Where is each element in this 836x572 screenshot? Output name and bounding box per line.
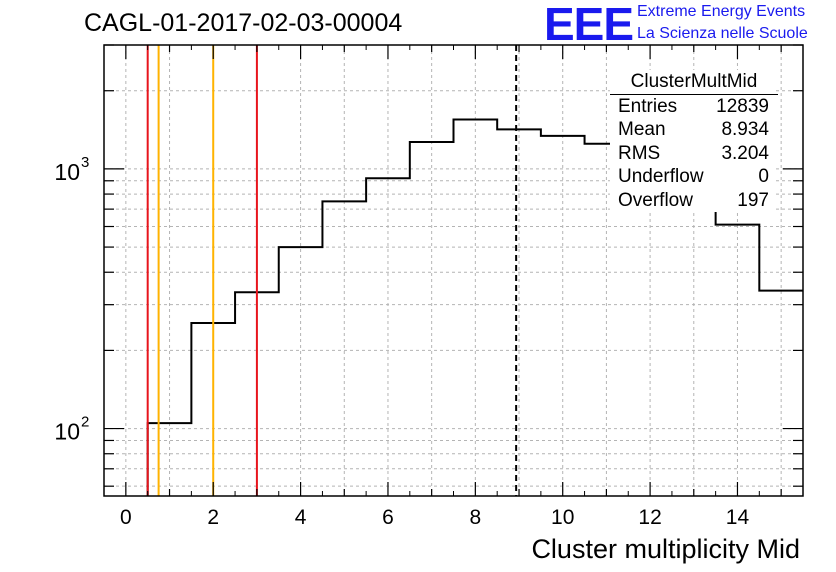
chart-title: CAGL-01-2017-02-03-00004 — [84, 9, 403, 37]
y-tick-label-exponent: 3 — [81, 154, 89, 171]
stats-row: RMS 3.204 — [610, 142, 775, 166]
stats-row: Entries 12839 — [610, 95, 775, 119]
x-axis-label: Cluster multiplicity Mid — [531, 534, 800, 564]
stats-row: Overflow 197 — [610, 189, 775, 213]
x-tick-label: 6 — [382, 506, 394, 529]
stats-label: Entries — [618, 95, 678, 117]
x-tick-label: 4 — [295, 506, 307, 529]
stats-label: RMS — [618, 142, 661, 164]
x-tick-label: 2 — [207, 506, 219, 529]
histogram-bin — [497, 129, 541, 496]
histogram-bin — [410, 142, 454, 496]
stats-label: Mean — [618, 119, 666, 140]
x-tick-label: 8 — [470, 506, 482, 529]
stats-box: ClusterMultMid Entries 12839 Mean 8.934 … — [610, 70, 778, 213]
histogram-bin — [322, 201, 366, 496]
x-tick-label: 0 — [120, 506, 132, 529]
y-tick-label: 10 — [54, 159, 80, 185]
x-tick-label: 10 — [551, 506, 574, 529]
stats-value: 197 — [737, 189, 769, 211]
stats-label: Overflow — [618, 189, 693, 211]
x-tick-label: 12 — [638, 506, 661, 529]
stats-label: Underflow — [618, 166, 704, 187]
logo-text-line2: La Scienza nelle Scuole — [637, 25, 808, 42]
y-tick-label: 10 — [54, 419, 80, 445]
stats-value: 3.204 — [721, 142, 769, 164]
histogram-bin — [541, 136, 585, 496]
logo-text-line1: Extreme Energy Events — [637, 3, 806, 20]
stats-row: Underflow 0 — [610, 165, 775, 189]
histogram-bin — [672, 169, 716, 496]
y-tick-label-exponent: 2 — [81, 414, 89, 431]
histogram-bin — [716, 225, 760, 496]
stats-row: Mean 8.934 — [610, 118, 775, 142]
stats-title: ClusterMultMid — [610, 70, 778, 95]
histogram-bin — [759, 291, 803, 496]
stats-value: 0 — [758, 166, 769, 187]
stats-value: 8.934 — [721, 119, 769, 140]
histogram-bin — [148, 423, 192, 496]
eee-logo: EEE — [544, 0, 634, 50]
histogram-bin — [454, 119, 498, 496]
histogram-bin — [279, 247, 323, 496]
x-tick-label: 14 — [726, 506, 750, 529]
stats-value: 12839 — [716, 95, 769, 117]
histogram-bin — [366, 178, 410, 496]
